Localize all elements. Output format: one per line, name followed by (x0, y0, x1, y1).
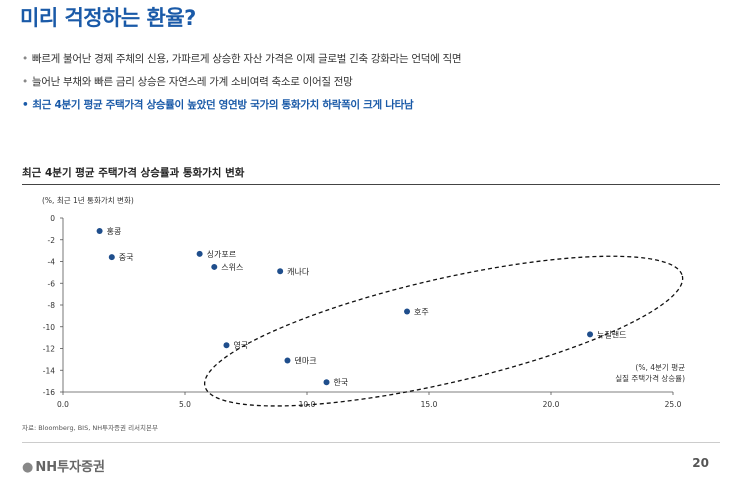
bullet-item-highlight: • 최근 4분기 평균 주택가격 상승률이 높았던 영연방 국가의 통화가치 하락… (22, 94, 461, 117)
bullet-text: 늘어난 부채와 빠른 금리 상승은 자연스레 가계 소비여력 축소로 이어질 전… (31, 76, 353, 88)
scatter-chart: (%, 최근 1년 통화가치 변화) 0 -2 -4 -6 -8 -10 -12 -14 -160… (42, 195, 685, 409)
data-point-label: 호주 (414, 308, 429, 317)
bullet-list: • 빠르게 불어난 경제 주체의 신용, 가파르게 상승한 자산 가격은 이제 글… (22, 48, 462, 117)
bullet-dot-icon: • (22, 99, 29, 111)
bullet-item: • 빠르게 불어난 경제 주체의 신용, 가파르게 상승한 자산 가격은 이제 글… (22, 48, 462, 71)
y-tick-label: -4 (48, 258, 56, 267)
x-tick-label: 15.0 (421, 400, 438, 409)
logo-mark-icon: ● (22, 460, 34, 475)
x-tick-label: 0.0 (57, 400, 69, 409)
bullet-dot-icon: • (22, 76, 28, 88)
data-point-label: 중국 (119, 253, 134, 262)
x-axis-label: (%, 4분기 평균 (635, 362, 685, 372)
data-point (196, 250, 203, 257)
y-tick-label: -2 (48, 236, 56, 245)
company-logo: ● NH투자증권 (22, 456, 105, 475)
x-axis-label: 실질 주택가격 상승률) (615, 373, 685, 383)
data-point-label: 스위스 (221, 263, 243, 272)
data-point (108, 254, 115, 261)
data-point (96, 228, 103, 235)
chart-container: (%, 최근 1년 통화가치 변화) 0 -2 -4 -6 -8 -10 -12 -14 -16 0… (0, 185, 743, 425)
y-tick-label: -8 (48, 301, 56, 310)
source-note: 자료: Bloomberg, BIS, NH투자증권 리서치본부 (22, 424, 158, 432)
data-point-label: 영국 (233, 340, 248, 350)
data-point (211, 263, 218, 270)
data-point-label: 덴마크 (294, 356, 316, 365)
page-title: 미리 걱정하는 환율? (20, 6, 196, 30)
data-point (323, 379, 330, 386)
y-tick-label: -16 (43, 388, 55, 397)
y-axis-label: (%, 최근 1년 통화가치 변화) (42, 195, 134, 205)
x-tick-label: 20.0 (543, 400, 560, 409)
bullet-item: • 늘어난 부채와 빠른 금리 상승은 자연스레 가계 소비여력 축소로 이어질 … (22, 71, 461, 94)
data-point-label: 싱가포르 (207, 249, 236, 259)
x-tick-label: 5.0 (179, 400, 191, 409)
bullet-text: 최근 4분기 평균 주택가격 상승률이 높았던 영연방 국가의 통화가치 하락폭… (32, 99, 414, 111)
footer-divider (22, 442, 720, 443)
data-point (587, 331, 594, 338)
data-point-label: 한국 (334, 378, 349, 387)
data-point-label: 캐나다 (287, 267, 310, 276)
data-point (284, 357, 291, 364)
x-tick-label: 25.0 (665, 400, 682, 409)
data-point (404, 308, 411, 315)
chart-title: 최근 4분기 평균 주택가격 상승률과 통화가치 변화 (22, 167, 245, 179)
bullet-dot-icon: • (22, 53, 28, 65)
annotation-ellipse (203, 255, 684, 407)
y-tick-label: -6 (48, 279, 56, 288)
y-tick-label: -12 (43, 345, 55, 354)
y-tick-label: 0 (50, 214, 55, 223)
page-number: 20 (692, 456, 709, 470)
chart-title-divider (22, 184, 720, 185)
data-point-label: 홍콩 (107, 226, 122, 236)
data-point (223, 342, 230, 349)
data-point-label: 뉴질랜드 (597, 329, 626, 339)
data-point (277, 268, 284, 275)
bullet-text: 빠르게 불어난 경제 주체의 신용, 가파르게 상승한 자산 가격은 이제 글로… (31, 53, 462, 65)
logo-text: NH투자증권 (35, 460, 105, 475)
y-tick-label: -10 (43, 323, 55, 332)
y-tick-label: -14 (43, 366, 55, 375)
